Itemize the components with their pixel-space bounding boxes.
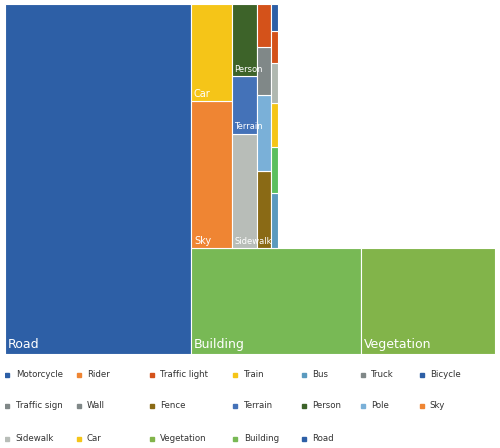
Text: Terrain: Terrain (244, 401, 273, 410)
Bar (271, 63, 278, 103)
Text: Pole: Pole (371, 401, 389, 410)
Bar (192, 101, 232, 248)
Text: Person: Person (312, 401, 341, 410)
Bar (5, 4, 192, 354)
Text: Traffic sign: Traffic sign (16, 401, 62, 410)
Text: Road: Road (312, 434, 334, 443)
Text: Motorcycle: Motorcycle (16, 370, 63, 379)
Text: Truck: Truck (371, 370, 394, 379)
Bar (271, 146, 278, 193)
Text: Person: Person (234, 65, 263, 74)
Text: Bicycle: Bicycle (430, 370, 460, 379)
Bar (232, 4, 258, 77)
Bar (362, 248, 495, 354)
Text: Wall: Wall (87, 401, 105, 410)
Bar (258, 95, 271, 171)
Bar (258, 4, 271, 47)
Bar (271, 103, 278, 146)
Bar (258, 47, 271, 95)
Text: Traffic light: Traffic light (160, 370, 208, 379)
Text: Road: Road (8, 338, 39, 351)
Text: Car: Car (87, 434, 102, 443)
Bar (232, 77, 258, 134)
Text: Building: Building (194, 338, 245, 351)
Bar (258, 171, 271, 248)
Bar (271, 31, 278, 63)
Bar (271, 193, 278, 248)
Text: Vegetation: Vegetation (364, 338, 431, 351)
Text: Building: Building (244, 434, 279, 443)
Text: Terrain: Terrain (234, 122, 263, 131)
Text: Car: Car (194, 89, 210, 99)
Text: Train: Train (244, 370, 264, 379)
Bar (192, 248, 362, 354)
Bar (271, 4, 278, 31)
Text: Sky: Sky (194, 236, 211, 246)
Text: Sidewalk: Sidewalk (16, 434, 54, 443)
Text: Sidewalk: Sidewalk (234, 237, 272, 246)
Bar (192, 4, 232, 101)
Text: Fence: Fence (160, 401, 186, 410)
Text: Vegetation: Vegetation (160, 434, 207, 443)
Text: Sky: Sky (430, 401, 445, 410)
Text: Bus: Bus (312, 370, 328, 379)
Text: Rider: Rider (87, 370, 110, 379)
Bar (232, 134, 258, 248)
